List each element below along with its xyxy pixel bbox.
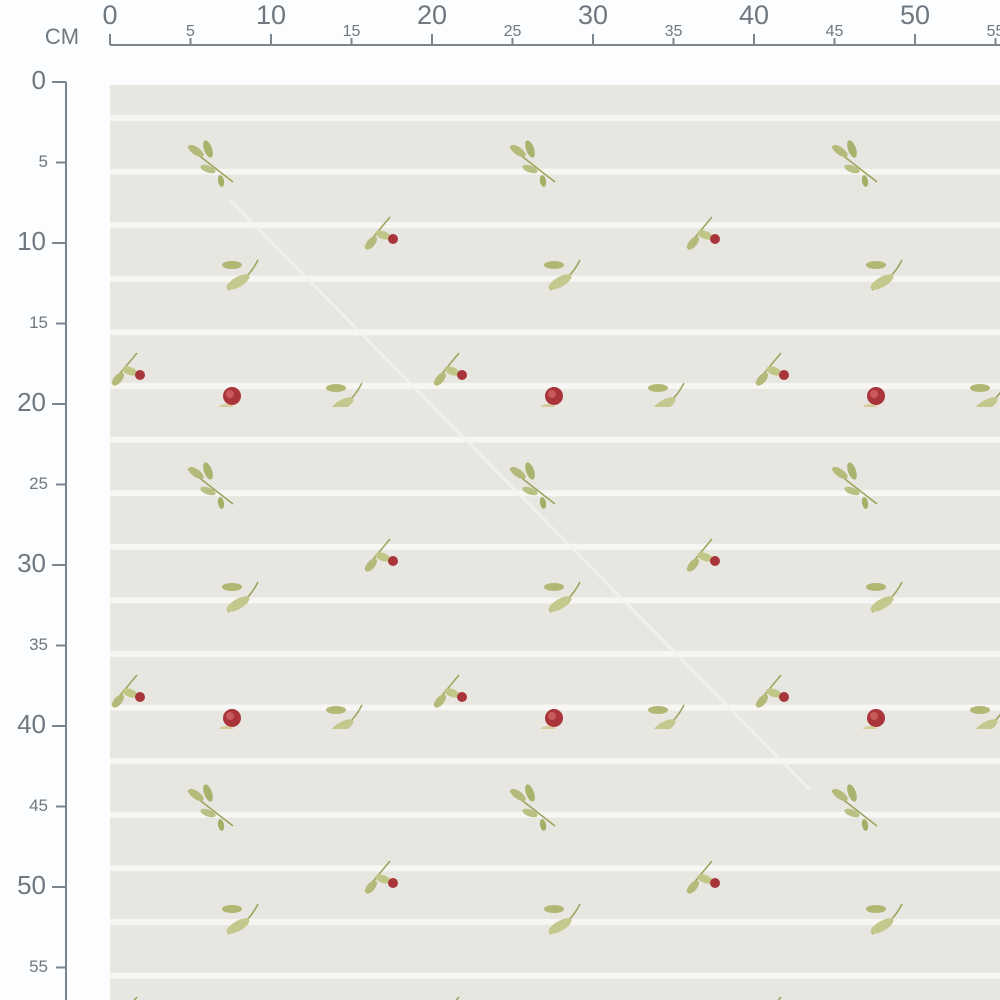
ruler-x-label: 50 — [900, 0, 930, 30]
unit-label: CM — [45, 24, 79, 49]
ruler-x-label: 5 — [186, 23, 195, 40]
ruler-y-label: 35 — [29, 635, 48, 654]
ruler-x-label: 25 — [504, 23, 522, 40]
ruler-y-label: 45 — [29, 796, 48, 815]
ruler-x-label: 45 — [826, 23, 844, 40]
ruler-x-label: 40 — [739, 0, 769, 30]
ruler-y-label: 50 — [17, 870, 46, 900]
rulers: 0 5 10 15 20 25 30 35 40 45 50 55 0 5 10 15 20 25 30 35 40 45… — [17, 0, 1000, 976]
ruler-y-label: 0 — [32, 65, 46, 95]
ruler-x-label: 0 — [102, 0, 117, 30]
ruler-x-label: 30 — [578, 0, 608, 30]
ruler-y-label: 40 — [17, 709, 46, 739]
ruler-y-label: 25 — [29, 474, 48, 493]
ruler-y-label: 15 — [29, 313, 48, 332]
ruler-x-label: 10 — [256, 0, 286, 30]
ruler-x-label: 35 — [665, 23, 683, 40]
ruler-y-label: 5 — [39, 152, 48, 171]
ruler-y-label: 20 — [17, 387, 46, 417]
fabric-motifs — [110, 85, 1000, 1000]
ruler-y-label: 30 — [17, 548, 46, 578]
ruler-x-label: 55 — [987, 23, 1000, 40]
fabric-fold — [228, 198, 812, 792]
ruler-y-label: 55 — [29, 957, 48, 976]
ruler-x-label: 20 — [417, 0, 447, 30]
ruler-x-label: 15 — [343, 23, 361, 40]
ruler-y-label: 10 — [17, 226, 46, 256]
